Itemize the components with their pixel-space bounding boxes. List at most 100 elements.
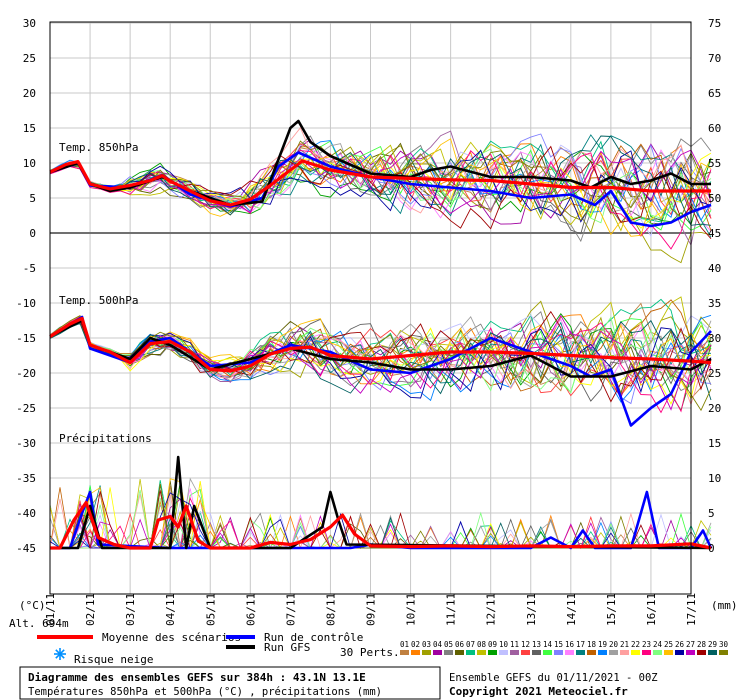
right-tick-11: 20 (708, 402, 721, 415)
left-tick-13: -35 (16, 472, 36, 485)
x-axis-ticks: 01/11 02/11 03/11 04/11 05/11 06/11 07/11 08/11… (44, 593, 698, 626)
pert-swatch-30 (719, 650, 728, 655)
pert-swatch-17 (576, 650, 585, 655)
pert-number-02: 02 (411, 640, 420, 649)
x-tick-10: 11/11 (445, 593, 458, 626)
perts-numbers: 01 02 03 04 05 06 07 08 09 10 11 12 13 14 15 16 17 18 19 20… (400, 640, 729, 649)
right-tick-10: 25 (708, 367, 721, 380)
right-tick-14: 5 (708, 507, 715, 520)
pert-number-18: 18 (587, 640, 597, 649)
pert-number-25: 25 (664, 640, 673, 649)
pert-number-01: 01 (400, 640, 409, 649)
left-axis-ticks: 30 25 20 15 10 5 0 -5 -10 -15 -20 -25 -30 -35 -40 -45 (16, 17, 36, 555)
x-tick-14: 15/11 (605, 593, 618, 626)
left-tick-6: 0 (29, 227, 36, 240)
member-29-t500 (49, 319, 712, 401)
x-tick-2: 03/11 (124, 593, 137, 626)
member-30-t850 (49, 140, 712, 221)
pert-swatch-13 (532, 650, 541, 655)
series-run-gfs-t500 (49, 319, 712, 378)
x-tick-0: 01/11 (44, 593, 57, 626)
pert-number-08: 08 (477, 640, 487, 649)
pert-swatch-15 (554, 650, 563, 655)
pert-swatch-09 (488, 650, 497, 655)
pert-number-19: 19 (598, 640, 607, 649)
member-4-t850 (49, 139, 712, 225)
pert-number-28: 28 (697, 640, 707, 649)
pert-swatch-22 (631, 650, 640, 655)
left-tick-15: -45 (16, 542, 36, 555)
left-tick-7: -5 (23, 262, 36, 275)
pert-number-27: 27 (686, 640, 695, 649)
pert-number-22: 22 (631, 640, 640, 649)
series-run-de-contr-le-precip (50, 490, 713, 550)
left-tick-2: 20 (23, 87, 36, 100)
x-tick-1: 02/11 (84, 593, 97, 626)
x-tick-7: 08/11 (324, 593, 337, 626)
x-tick-16: 17/11 (685, 593, 698, 626)
right-axis-unit: (mm) (711, 599, 738, 612)
footer-run: Ensemble GEFS du 01/11/2021 - 00Z (449, 672, 658, 684)
pert-number-17: 17 (576, 640, 585, 649)
pert-number-11: 11 (510, 640, 519, 649)
panel-label-t850: Temp. 850hPa (59, 141, 138, 154)
pert-swatch-06 (455, 650, 464, 655)
right-tick-8: 35 (708, 297, 721, 310)
pert-swatch-01 (400, 650, 409, 655)
x-tick-8: 09/11 (365, 593, 378, 626)
pert-number-03: 03 (422, 640, 431, 649)
pert-swatch-18 (587, 650, 596, 655)
panel-label-t500: Temp. 500hPa (59, 294, 138, 307)
pert-swatch-23 (642, 650, 651, 655)
pert-number-21: 21 (620, 640, 629, 649)
pert-swatch-28 (697, 650, 706, 655)
pert-number-09: 09 (488, 640, 497, 649)
x-tick-11: 12/11 (485, 593, 498, 626)
right-tick-9: 30 (708, 332, 721, 345)
altitude-label: Alt. 694m (9, 617, 69, 630)
pert-number-23: 23 (642, 640, 651, 649)
pert-swatch-24 (653, 650, 662, 655)
pert-number-12: 12 (521, 640, 530, 649)
pert-number-29: 29 (708, 640, 717, 649)
pert-number-15: 15 (554, 640, 563, 649)
pert-number-24: 24 (653, 640, 663, 649)
pert-swatch-20 (609, 650, 618, 655)
pert-number-10: 10 (499, 640, 509, 649)
series-moyenne-des-sc-narios-precip (50, 500, 712, 550)
pert-number-26: 26 (675, 640, 685, 649)
right-tick-1: 70 (708, 52, 721, 65)
x-tick-13: 14/11 (565, 593, 578, 626)
right-tick-15: 0 (708, 542, 715, 555)
pert-number-14: 14 (543, 640, 553, 649)
right-tick-3: 60 (708, 122, 721, 135)
pert-swatch-07 (466, 650, 475, 655)
pert-swatch-08 (477, 650, 486, 655)
x-tick-12: 13/11 (525, 593, 538, 626)
left-axis-unit: (°C) (19, 599, 46, 612)
right-tick-0: 75 (708, 17, 721, 30)
x-tick-3: 04/11 (164, 593, 177, 626)
pert-swatch-02 (411, 650, 420, 655)
footer-title: Diagramme des ensembles GEFS sur 384h : … (28, 671, 366, 684)
right-tick-2: 65 (708, 87, 721, 100)
pert-swatch-11 (510, 650, 519, 655)
pert-number-04: 04 (433, 640, 443, 649)
member-26-t850 (49, 149, 712, 223)
legend-control-label: Run de contrôle (264, 631, 363, 644)
left-tick-12: -30 (16, 437, 36, 450)
pert-number-06: 06 (455, 640, 465, 649)
footer-title-box (19, 666, 441, 700)
pert-swatch-03 (422, 650, 431, 655)
member-14-t500 (49, 318, 712, 394)
pert-number-30: 30 (719, 640, 729, 649)
pert-number-16: 16 (565, 640, 575, 649)
legend-mean-label: Moyenne des scénarios (102, 631, 241, 644)
main-series (49, 119, 713, 550)
pert-number-13: 13 (532, 640, 541, 649)
pert-swatch-29 (708, 650, 717, 655)
left-tick-9: -15 (16, 332, 36, 345)
left-tick-14: -40 (16, 507, 36, 520)
